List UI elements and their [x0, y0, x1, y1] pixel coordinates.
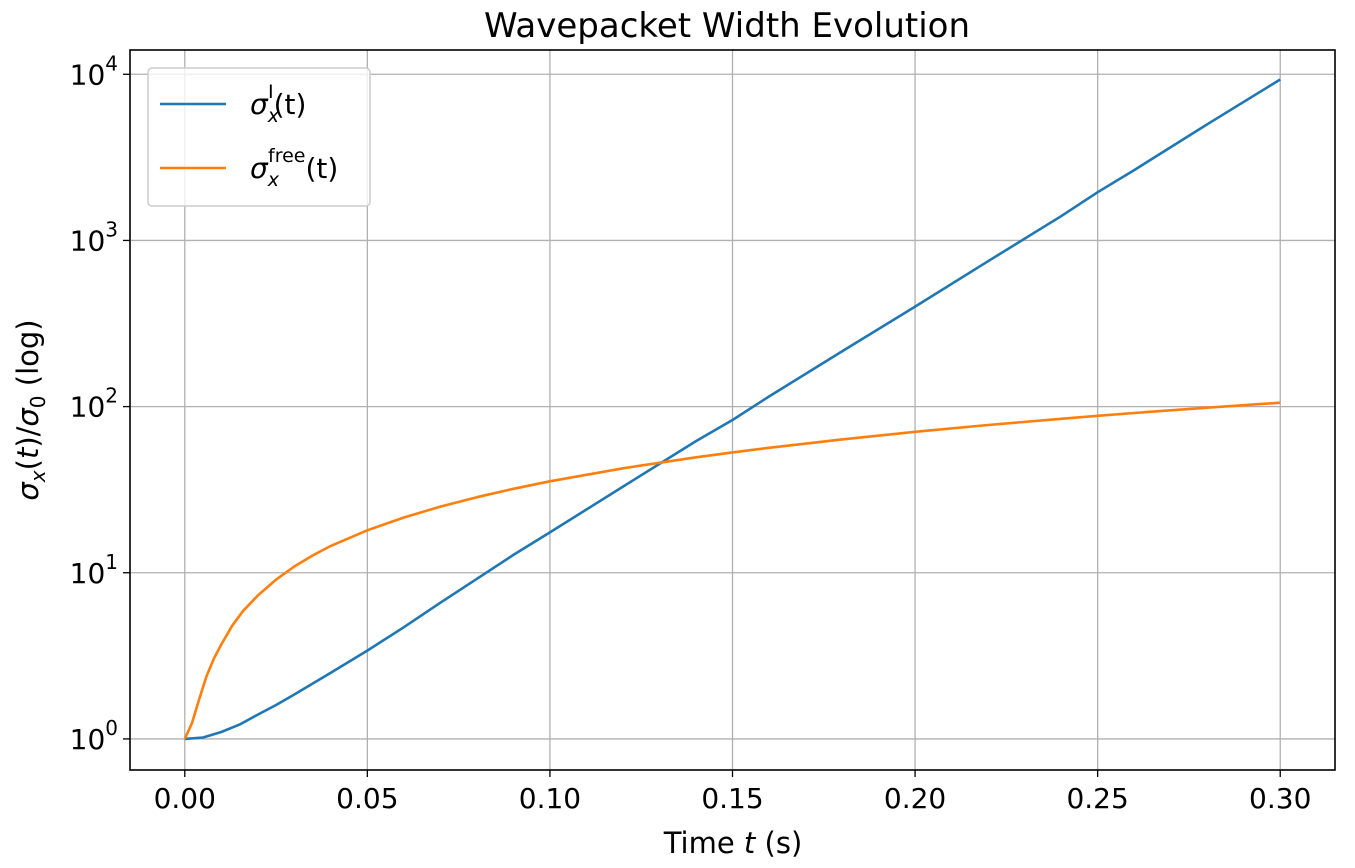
y-tick-label: 104: [70, 51, 118, 91]
y-tick-exponent: 1: [105, 550, 118, 574]
y-tick-base: 10: [70, 58, 106, 91]
y-tick-base: 10: [70, 391, 106, 424]
y-tick-label: 100: [70, 716, 118, 756]
y-tick-exponent: 0: [105, 716, 118, 740]
series-layer: [183, 78, 1281, 741]
x-tick-label: 0.30: [1249, 782, 1311, 815]
legend-box: [147, 67, 371, 207]
x-axis: 0.00 0.05 0.10 0.15 0.20 0.25 0.30: [154, 770, 1311, 815]
x-tick-label: 0.15: [701, 782, 763, 815]
legend-label-0: σxI(t): [250, 81, 306, 127]
x-tick-label: 0.10: [519, 782, 581, 815]
x-tick-label: 0.00: [154, 782, 216, 815]
y-tick-base: 10: [70, 224, 106, 257]
x-tick-label: 0.20: [884, 782, 946, 815]
series-line-0: [184, 78, 1281, 741]
y-tick-label: 102: [70, 384, 118, 424]
x-tick-label: 0.05: [336, 782, 398, 815]
x-axis-label: Time t (s): [663, 826, 803, 860]
y-axis-label: σx(t)/σ0 (log): [11, 319, 50, 500]
y-tick-label: 103: [70, 217, 118, 257]
legend: σxI(t) σxfree(t): [147, 67, 371, 207]
y-tick-base: 10: [70, 557, 106, 590]
legend-label-1: σxfree(t): [250, 145, 338, 191]
chart-title: Wavepacket Width Evolution: [484, 6, 970, 46]
y-tick-label: 101: [70, 550, 118, 590]
y-tick-exponent: 4: [105, 51, 118, 75]
series-line-1: [183, 401, 1281, 740]
y-tick-exponent: 3: [105, 217, 118, 241]
y-tick-base: 10: [70, 723, 106, 756]
x-tick-label: 0.25: [1066, 782, 1128, 815]
y-tick-exponent: 2: [105, 384, 118, 408]
